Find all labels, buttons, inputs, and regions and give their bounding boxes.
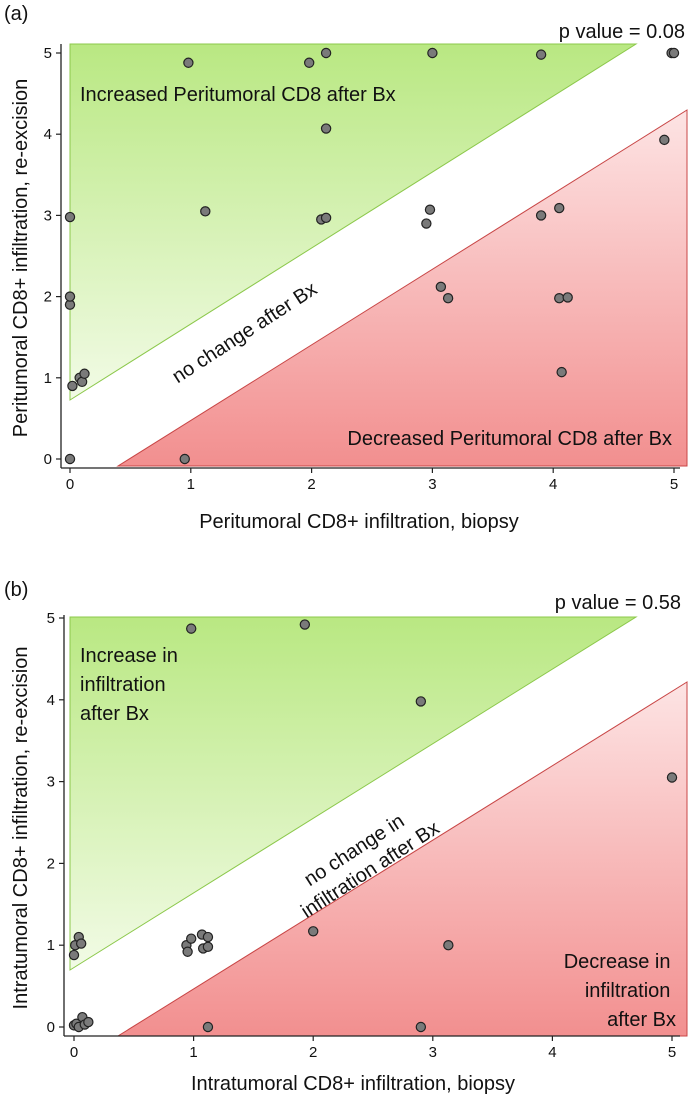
data-point [554,293,565,304]
panel-b-increase-label: Increase in infiltration after Bx [80,645,183,725]
data-point [303,57,315,68]
y-tick-label: 3 [47,774,55,791]
data-point [183,57,194,68]
data-point [415,1021,427,1033]
data-point [659,134,670,146]
y-tick-label: 1 [44,370,52,387]
y-tick-label: 2 [44,289,52,306]
panel-a-p-value: p value = 0.08 [559,21,685,43]
data-point [200,206,211,217]
x-tick-label: 5 [668,1044,676,1061]
panel-b-increase-label-line-1: Increase in [80,645,178,667]
data-point [299,619,311,630]
data-point [424,204,436,215]
data-point [186,933,197,944]
panel-b-increase-label-line-2: infiltration [80,674,166,696]
data-point [308,926,319,937]
data-point [442,293,454,304]
x-tick-label: 2 [307,476,315,493]
data-point [179,453,190,465]
data-point [427,47,438,59]
y-tick-label: 4 [44,126,52,143]
panel-b-decrease-label-line-1: Decrease in [564,951,671,973]
data-point [421,218,432,229]
panel-a-decrease-label: Decreased Peritumoral CD8 after Bx [347,428,672,450]
data-point [79,368,90,379]
data-point [64,211,76,223]
data-point [554,202,565,214]
data-point [64,291,76,302]
panel-b-label: (b) [4,579,28,601]
data-point [668,47,680,59]
panel-a-x-axis-title: Peritumoral CD8+ infiltration, biopsy [199,511,519,533]
x-tick-label: 5 [670,476,678,493]
data-point [186,623,197,634]
data-point [320,123,332,134]
data-point [556,366,567,378]
data-point [83,1016,94,1028]
panel-b-p-value: p value = 0.58 [555,592,681,614]
x-tick-label: 1 [187,476,195,493]
data-point [415,696,427,707]
data-point [68,949,80,961]
panel-a-y-axis-title: Peritumoral CD8+ infiltration, re-excisi… [10,79,32,437]
panel-a-label: (a) [4,3,28,25]
panel-a-increase-label: Increased Peritumoral CD8 after Bx [80,84,396,106]
data-point [202,1021,214,1033]
x-tick-label: 3 [429,1044,437,1061]
panel-b-x-axis-title: Intratumoral CD8+ infiltration, biopsy [191,1073,515,1095]
panel-b-y-ticks: 0 1 2 3 4 5 [47,610,64,1036]
panel-b-x-ticks: 0 1 2 3 4 5 [70,1036,676,1061]
y-tick-label: 5 [44,45,52,62]
data-point [64,453,76,465]
panel-b-decrease-label-line-3: after Bx [607,1009,676,1031]
data-point [202,931,214,943]
data-point [182,946,193,957]
data-point [666,772,678,783]
x-tick-label: 0 [70,1044,78,1061]
panel-b-points [68,619,678,1033]
panel-a-decrease-region [116,109,688,467]
data-point [535,49,547,60]
x-tick-label: 0 [66,476,74,493]
y-tick-label: 0 [44,451,52,468]
y-tick-label: 1 [47,937,55,954]
y-tick-label: 2 [47,855,55,872]
panel-b-y-axis-title: Intratumoral CD8+ infiltration, re-excis… [10,647,32,1010]
data-point [320,47,332,59]
panel-a: (a) p value = 0.08 Increased Peritumoral… [4,3,688,533]
panel-b-increase-region [69,616,638,971]
x-tick-label: 1 [189,1044,197,1061]
data-point [435,281,447,293]
data-point [202,941,214,953]
y-tick-label: 5 [47,610,55,627]
panel-a-y-ticks: 0 1 2 3 4 5 [44,45,61,468]
x-tick-label: 3 [428,476,436,493]
data-point [562,292,573,303]
y-tick-label: 3 [44,207,52,224]
x-tick-label: 2 [309,1044,317,1061]
panel-b-decrease-label-line-2: infiltration [585,980,671,1002]
y-tick-label: 4 [47,692,55,709]
panel-a-points [64,47,680,465]
data-point [320,212,332,224]
data-point [67,380,78,392]
data-point [535,210,547,221]
y-tick-label: 0 [47,1019,55,1036]
data-point [443,940,454,951]
x-tick-label: 4 [549,476,557,493]
panel-b: (b) p value = 0.58 Increase in infiltrat… [4,579,688,1095]
data-point [75,938,87,949]
x-tick-label: 4 [548,1044,556,1061]
panel-b-increase-label-line-3: after Bx [80,703,149,725]
panel-a-x-ticks: 0 1 2 3 4 5 [66,468,678,493]
panel-b-decrease-label: Decrease in infiltration after Bx [564,951,676,1031]
